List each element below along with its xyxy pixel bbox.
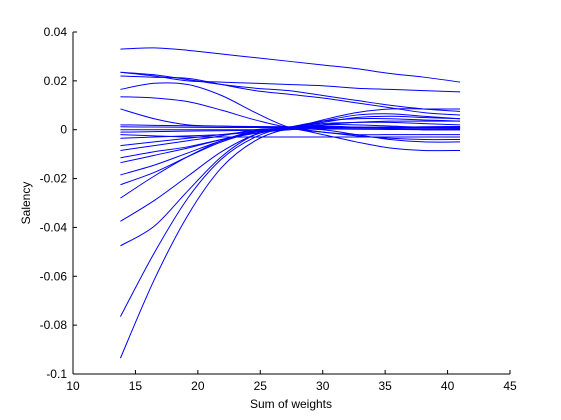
y-tick-label: 0.04: [44, 25, 68, 39]
x-tick-label: 40: [441, 379, 455, 393]
y-tick-label: 0.02: [44, 74, 68, 88]
y-tick-label: -0.08: [40, 318, 68, 332]
x-tick-label: 10: [66, 379, 80, 393]
y-tick-label: -0.04: [40, 220, 68, 234]
x-tick-label: 30: [316, 379, 330, 393]
x-tick-label: 35: [378, 379, 392, 393]
x-tick-label: 15: [129, 379, 143, 393]
series-line-13: [120, 120, 461, 139]
plot-area: [73, 32, 510, 374]
series-line-4: [120, 75, 461, 116]
series-line-3: [120, 71, 461, 93]
x-tick-label: 20: [191, 379, 205, 393]
series-layer: [119, 47, 461, 359]
y-axis-label: Salency: [19, 182, 33, 225]
x-axis-label: Sum of weights: [250, 397, 332, 411]
series-line-1: [120, 47, 461, 83]
series-line-12: [120, 134, 461, 138]
x-tick-label: 45: [503, 379, 517, 393]
series-line-23: [120, 125, 461, 317]
tick-layer: 10 15 20 25 30 35 40 45 -0.1 -0.08 -0.06 -0.04 -0.02…: [40, 25, 517, 393]
y-tick-label: 0: [60, 123, 67, 137]
series-line-24: [119, 124, 461, 359]
y-tick-label: -0.02: [40, 172, 68, 186]
x-tick-label: 25: [254, 379, 268, 393]
y-tick-label: -0.1: [46, 367, 67, 381]
y-tick-label: -0.06: [40, 269, 68, 283]
